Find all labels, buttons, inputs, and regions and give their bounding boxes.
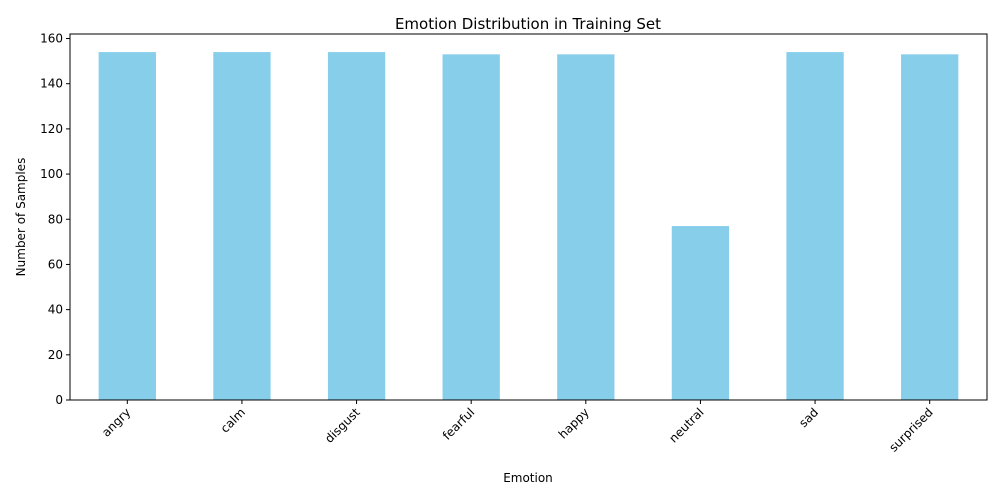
x-tick-label-sad: sad [796,405,821,430]
y-tick-label: 80 [48,212,63,226]
bar-angry [98,52,156,401]
x-axis-label: Emotion [503,471,553,485]
bar-disgust [327,52,386,401]
y-tick-label: 100 [40,167,63,181]
y-tick-label: 0 [55,393,63,407]
bar-sad [786,52,844,401]
bar-neutral [671,226,730,400]
bar-calm [213,52,271,401]
bar-surprised [901,54,959,400]
x-tick-label-angry: angry [99,405,133,439]
x-tick-label-happy: happy [556,405,592,441]
bar-happy [557,54,615,400]
chart-title: Emotion Distribution in Training Set [395,15,661,33]
plot-frame [69,33,988,401]
y-tick-label: 160 [40,32,63,46]
y-axis: 0 20 40 60 80 100 120 140 160 [40,32,70,407]
x-tick-label-neutral: neutral [666,405,706,445]
y-tick-label: 60 [48,257,63,271]
y-tick-label: 140 [40,77,63,91]
x-tick-label-calm: calm [218,405,248,435]
x-tick-label-fearful: fearful [440,405,478,443]
y-tick-label: 20 [48,348,63,362]
x-axis: angry calm disgust fearful happy neutral sad su… [99,400,936,455]
bar-fearful [442,54,500,400]
y-tick-label: 120 [40,122,63,136]
bars-group [98,52,959,401]
y-axis-label: Number of Samples [14,158,28,277]
x-tick-label-disgust: disgust [322,405,363,446]
x-tick-label-surprised: surprised [886,405,935,454]
y-tick-label: 40 [48,303,63,317]
